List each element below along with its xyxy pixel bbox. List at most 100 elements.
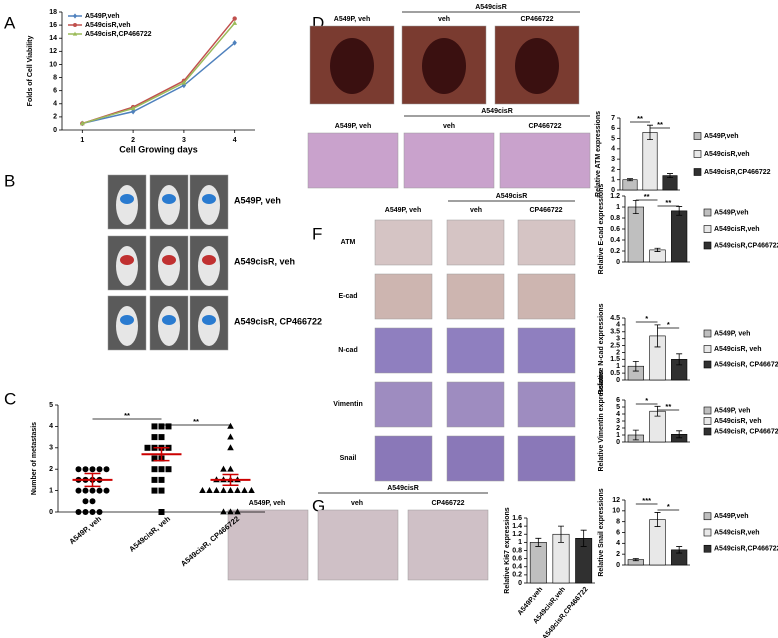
point	[151, 434, 158, 441]
column-label: A549P, veh	[385, 207, 421, 214]
point	[158, 509, 165, 515]
y-tick-label: 2	[616, 349, 620, 356]
significance-label: **	[193, 417, 199, 426]
x-tick-label: 2	[131, 137, 135, 144]
signal	[202, 315, 216, 325]
legend-swatch	[703, 360, 712, 369]
y-axis-label: Relative Vimentin expressions	[598, 370, 605, 471]
signal	[202, 255, 216, 265]
group-label: A549cisR	[475, 4, 507, 11]
point	[82, 487, 89, 494]
mouse-body	[198, 185, 220, 225]
legend-label: A549cisR,veh	[714, 529, 760, 536]
y-tick-label: 2	[49, 466, 53, 473]
point	[234, 508, 241, 515]
legend-label: A549cisR, CP466722	[714, 428, 778, 435]
organ	[422, 38, 466, 94]
y-tick-label: 0.6	[610, 226, 620, 233]
y-tick-label: 1.6	[512, 515, 522, 522]
ihc-photo	[374, 273, 433, 320]
y-tick-label: 0	[616, 439, 620, 446]
legend-swatch	[703, 329, 712, 338]
y-tick-label: 2	[616, 425, 620, 432]
mouse-body	[116, 246, 138, 286]
bar	[622, 179, 638, 191]
y-tick-label: 1	[616, 432, 620, 439]
point	[234, 487, 241, 493]
ihc-photo	[517, 381, 576, 428]
significance-label: *	[667, 502, 670, 511]
y-tick-label: 3	[611, 156, 615, 163]
histology-photo	[499, 132, 591, 189]
point	[165, 466, 172, 473]
point	[96, 509, 103, 515]
signal	[120, 194, 134, 204]
error-bar	[558, 525, 564, 543]
row-label: A549cisR, veh	[234, 256, 295, 266]
error-bar	[632, 558, 639, 562]
column-label: veh	[438, 16, 450, 23]
error-bar	[535, 537, 542, 547]
legend-label: A549cisR,veh	[85, 22, 131, 29]
y-tick-label: 5	[611, 135, 615, 142]
sem-bar	[84, 472, 101, 488]
point	[213, 487, 220, 493]
error-bar	[676, 546, 683, 554]
y-tick-label: 1	[616, 204, 620, 211]
legend-label: A549cisR,CP466722	[704, 169, 771, 176]
y-axis-label: Relative E-cad expressions	[598, 184, 605, 275]
legend-label: A549cisR, veh	[714, 346, 761, 353]
point	[151, 423, 158, 430]
bar	[529, 542, 547, 584]
row-label: Vimentin	[333, 401, 362, 408]
significance-label: **	[637, 114, 643, 123]
significance-label: **	[124, 411, 130, 420]
y-tick-label: 12	[49, 48, 57, 55]
ihc-photo	[374, 327, 433, 374]
y-tick-label: 16	[49, 22, 57, 29]
legend-label: A549P,veh	[714, 209, 749, 216]
point	[82, 466, 89, 473]
point	[206, 487, 213, 493]
point	[96, 487, 103, 494]
row-label: N-cad	[338, 347, 357, 354]
row-label: ATM	[341, 239, 356, 246]
point	[130, 105, 136, 111]
group-label: A549cisR	[496, 193, 528, 200]
point	[75, 466, 82, 473]
y-tick-label: 4	[49, 423, 53, 430]
error-bar	[676, 206, 683, 216]
series-line	[82, 42, 236, 125]
column-label: veh	[351, 500, 363, 507]
column-label: A549P, veh	[334, 16, 370, 23]
y-tick-label: 1	[49, 487, 53, 494]
point	[79, 120, 85, 126]
point	[151, 476, 158, 483]
point	[227, 487, 234, 493]
y-tick-label: 0.8	[512, 547, 522, 554]
signal	[120, 315, 134, 325]
point	[130, 108, 136, 115]
point	[82, 498, 89, 505]
error-bar	[654, 324, 661, 348]
point	[89, 498, 96, 505]
y-tick-label: 4	[616, 540, 620, 547]
significance-label: **	[665, 402, 671, 411]
y-tick-label: 0.4	[512, 564, 522, 571]
mouse-body	[198, 306, 220, 346]
column-label: veh	[443, 123, 455, 130]
legend-label: A549P,veh	[704, 133, 739, 140]
y-tick-label: 6	[611, 125, 615, 132]
significance-label: *	[645, 314, 648, 323]
row-label: E-cad	[338, 293, 357, 300]
significance-label: ***	[642, 496, 651, 505]
point	[89, 487, 96, 494]
point	[241, 487, 248, 493]
ihc-photo	[446, 435, 505, 482]
signal	[162, 255, 176, 265]
group-label: A549cisR	[481, 108, 513, 115]
point	[232, 39, 237, 46]
legend-swatch	[693, 132, 702, 140]
x-tick-label: A549cisR, veh	[127, 514, 172, 554]
y-tick-label: 6	[53, 88, 57, 95]
